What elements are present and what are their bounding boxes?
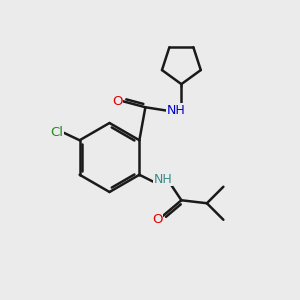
Text: NH: NH [167,104,186,117]
Text: NH: NH [153,173,172,186]
Text: O: O [112,95,123,108]
Text: Cl: Cl [51,126,64,139]
Text: O: O [152,213,163,226]
